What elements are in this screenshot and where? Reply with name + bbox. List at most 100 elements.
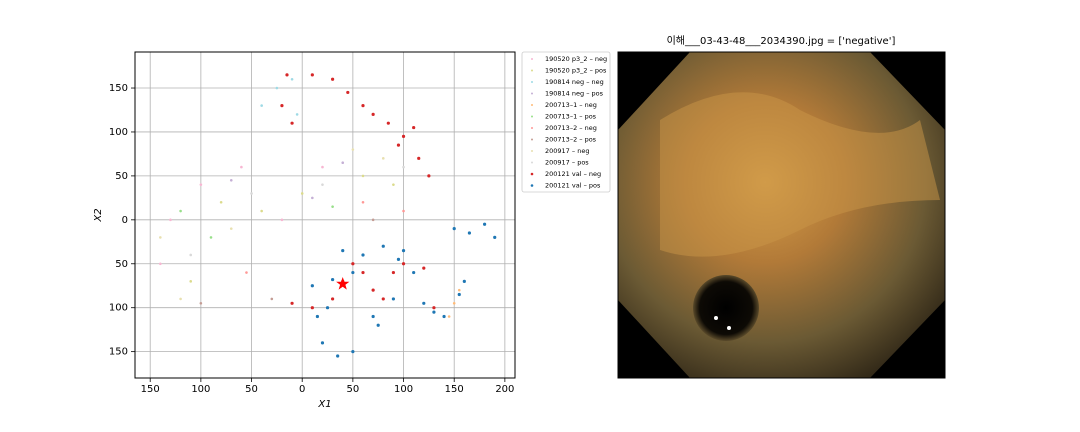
legend-label: 190520 p3_2 – pos xyxy=(545,67,607,75)
point xyxy=(331,297,335,301)
y-tick-label: 50 xyxy=(115,171,128,182)
point xyxy=(452,227,456,231)
y-axis-label: X2 xyxy=(93,208,104,222)
point xyxy=(361,270,365,275)
highlight-star xyxy=(336,277,350,290)
point xyxy=(371,112,375,116)
x-tick-label: 150 xyxy=(445,384,464,395)
point xyxy=(467,231,471,235)
point xyxy=(351,148,355,151)
point xyxy=(442,314,446,319)
point xyxy=(209,236,213,239)
point xyxy=(493,235,497,240)
point xyxy=(310,284,314,288)
point xyxy=(401,248,406,253)
point xyxy=(381,297,385,301)
point xyxy=(169,218,172,222)
image-frame xyxy=(617,51,946,379)
x-tick-label: 50 xyxy=(346,384,359,395)
y-tick-label: 100 xyxy=(109,303,128,314)
point xyxy=(361,200,365,204)
point xyxy=(290,301,294,305)
legend-marker xyxy=(531,104,533,106)
x-tick-label: 100 xyxy=(191,384,210,395)
point xyxy=(275,86,279,90)
legend-marker xyxy=(530,184,534,187)
legend-label: 200713–1 – pos xyxy=(545,113,597,121)
point xyxy=(402,209,405,213)
legend-marker xyxy=(531,150,533,152)
point xyxy=(229,178,233,182)
point xyxy=(346,90,350,95)
point xyxy=(351,350,355,354)
legend-box xyxy=(521,51,611,193)
point xyxy=(432,306,436,310)
x-axis-label: X1 xyxy=(317,399,331,410)
point xyxy=(417,156,421,160)
point xyxy=(396,257,401,261)
legend: 190520 p3_2 – neg 190520 p3_2 – pos 190814… xyxy=(521,51,611,193)
legend-marker xyxy=(531,69,533,72)
point xyxy=(381,244,385,248)
point xyxy=(260,104,263,107)
point xyxy=(381,157,385,160)
endoscopy-image xyxy=(618,52,945,378)
point xyxy=(159,262,162,266)
point xyxy=(447,315,451,318)
y-tick-label: 100 xyxy=(109,127,128,138)
point xyxy=(391,297,395,301)
point xyxy=(260,209,263,213)
legend-marker xyxy=(531,58,533,60)
point xyxy=(320,341,325,345)
point xyxy=(361,253,365,257)
legend-label: 200917 – neg xyxy=(545,147,589,155)
point xyxy=(245,271,248,274)
point xyxy=(457,292,461,297)
point xyxy=(325,306,330,310)
legend-marker xyxy=(531,92,533,95)
legend-label: 200713–2 – neg xyxy=(545,124,597,132)
point xyxy=(300,192,304,195)
point xyxy=(483,222,487,226)
image-glare xyxy=(714,316,718,320)
legend-marker xyxy=(531,81,533,83)
legend-label: 190814 neg – neg xyxy=(545,78,604,86)
x-tick-label: 100 xyxy=(394,384,413,395)
point xyxy=(432,310,436,314)
image-lumen xyxy=(693,275,759,341)
point xyxy=(457,288,461,292)
point xyxy=(391,270,395,275)
point xyxy=(159,236,162,239)
axes-frame xyxy=(134,51,516,379)
point xyxy=(401,134,406,138)
point xyxy=(341,161,345,165)
image-fold xyxy=(660,92,940,257)
point xyxy=(290,121,294,125)
legend-label: 200121 val – neg xyxy=(545,170,601,178)
point xyxy=(219,200,223,204)
plot-area xyxy=(135,52,515,378)
point xyxy=(361,174,365,178)
point xyxy=(386,121,390,125)
point xyxy=(199,302,203,305)
point xyxy=(412,270,416,275)
point xyxy=(371,314,375,319)
point xyxy=(376,323,380,327)
point xyxy=(280,218,284,222)
point xyxy=(462,279,466,283)
point xyxy=(199,183,203,186)
point xyxy=(311,196,314,200)
point xyxy=(179,297,182,301)
point xyxy=(371,218,375,222)
point xyxy=(331,77,335,81)
point xyxy=(285,73,289,77)
point xyxy=(422,301,426,305)
image-glare xyxy=(727,326,731,330)
point xyxy=(331,277,335,282)
legend-label: 190520 p3_2 – neg xyxy=(545,55,607,63)
point xyxy=(396,143,401,147)
point xyxy=(412,125,416,130)
point xyxy=(392,183,395,186)
legend-label: 200713–2 – pos xyxy=(545,136,597,144)
point xyxy=(250,192,253,195)
